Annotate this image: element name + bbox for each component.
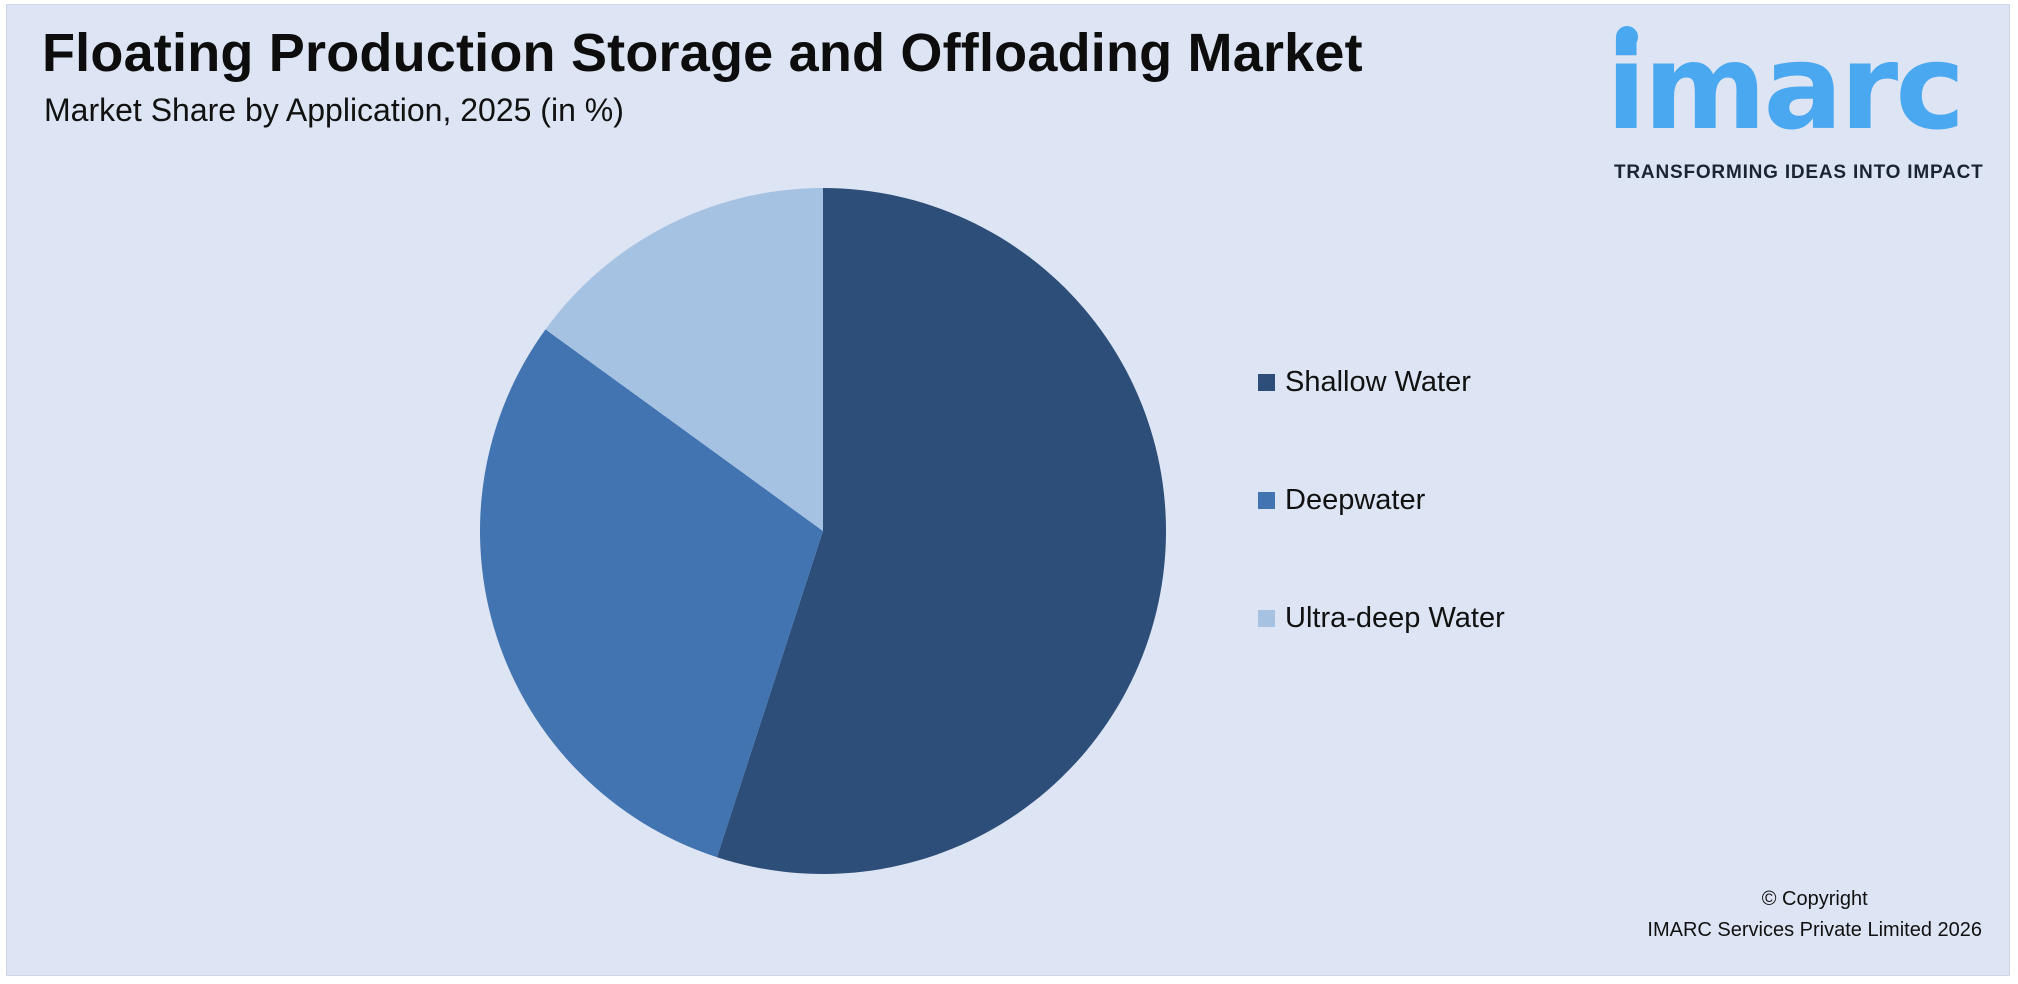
copyright-notice: © Copyright IMARC Services Private Limit… [1647,884,1982,946]
legend-label-ultra-deep-water: Ultra-deep Water [1285,602,1505,634]
legend-swatch-ultra-deep-water [1258,610,1275,627]
copyright-line-2: IMARC Services Private Limited 2026 [1647,919,1982,941]
legend-swatch-deepwater [1258,492,1275,509]
legend-label-shallow-water: Shallow Water [1285,366,1471,398]
logo-wordmark: imarc [1606,18,1965,156]
legend-swatch-shallow-water [1258,374,1275,391]
logo-dot-icon [1616,26,1638,48]
logo-tagline: TRANSFORMING IDEAS INTO IMPACT [1614,162,1984,183]
pie-slice-ultra-deep-water [545,188,823,531]
copyright-line-1: © Copyright [1761,888,1868,910]
imarc-logo: imarc TRANSFORMING IDEAS INTO IMPACT [1606,20,1996,190]
pie-slice-shallow-water [717,188,1166,874]
chart-subtitle: Market Share by Application, 2025 (in %) [44,92,624,128]
legend-label-deepwater: Deepwater [1285,484,1426,516]
pie-slice-deepwater [479,329,823,858]
chart-title: Floating Production Storage and Offloadi… [42,23,1363,83]
